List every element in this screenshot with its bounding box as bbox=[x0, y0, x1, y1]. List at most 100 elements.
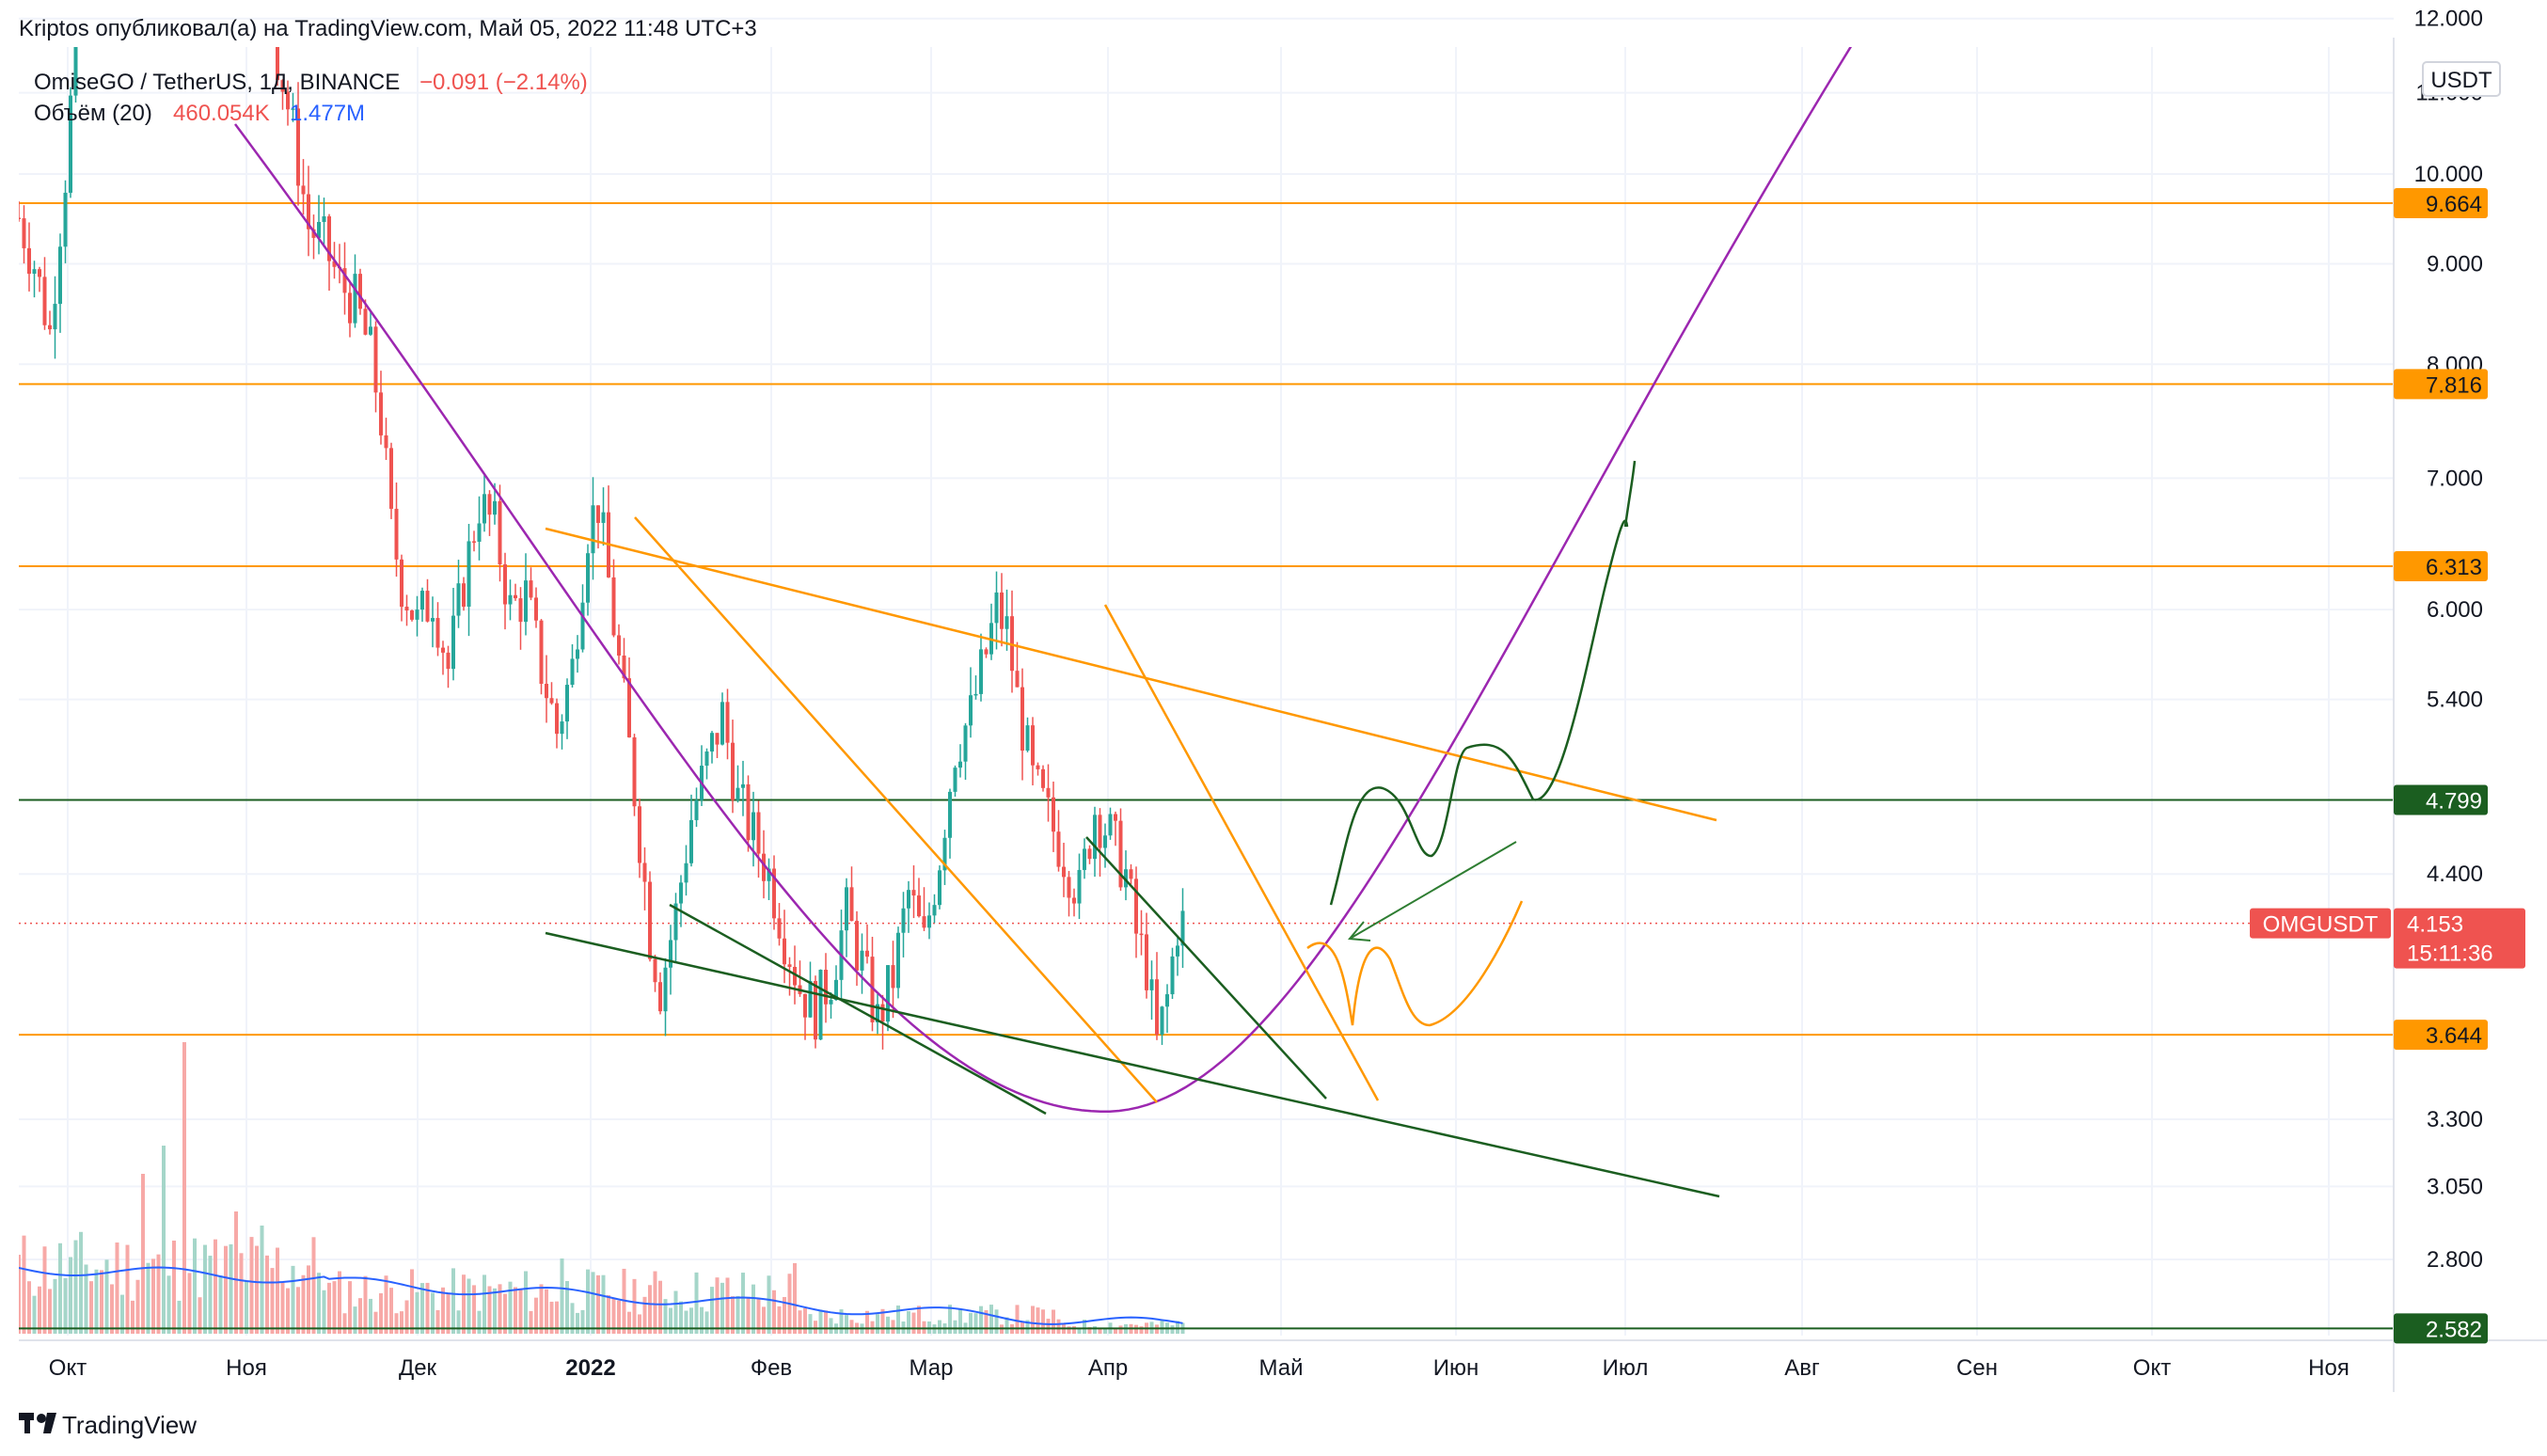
volume-bar bbox=[151, 1258, 155, 1334]
candle-body bbox=[1180, 910, 1185, 946]
volume-bar bbox=[94, 1269, 99, 1334]
candle-body bbox=[829, 1000, 833, 1005]
currency-box[interactable] bbox=[2422, 61, 2501, 97]
candle-body bbox=[456, 583, 461, 616]
volume-bar bbox=[115, 1242, 119, 1334]
volume-bar bbox=[410, 1269, 414, 1334]
volume-bar bbox=[58, 1242, 62, 1334]
candle-body bbox=[1062, 866, 1066, 878]
legend-volume-label: Объём (20) bbox=[34, 101, 152, 126]
volume-bar bbox=[301, 1274, 306, 1334]
candle-body bbox=[1072, 897, 1076, 904]
volume-bar bbox=[653, 1271, 657, 1334]
candle-body bbox=[379, 392, 383, 435]
volume-bar bbox=[865, 1310, 869, 1334]
volume-bar bbox=[803, 1307, 807, 1334]
candle-body bbox=[1145, 934, 1148, 990]
volume-bar bbox=[596, 1274, 600, 1334]
volume-bar bbox=[586, 1269, 590, 1334]
legend-volume-value: 460.054K bbox=[173, 101, 270, 126]
volume-bar bbox=[607, 1294, 610, 1334]
volume-bar bbox=[435, 1309, 440, 1334]
volume-bar bbox=[549, 1301, 554, 1334]
volume-bar bbox=[120, 1294, 124, 1334]
volume-bar bbox=[534, 1297, 538, 1334]
candle-body bbox=[787, 964, 792, 967]
price-axis[interactable]: 14.00012.00011.00010.0009.0008.0007.0006… bbox=[2393, 0, 2501, 1392]
volume-bar bbox=[379, 1292, 383, 1334]
volume-bar bbox=[989, 1305, 993, 1334]
candle-body bbox=[539, 620, 544, 685]
falling-resistance-line bbox=[545, 527, 1717, 822]
volume-bar bbox=[824, 1310, 828, 1334]
candle-body bbox=[704, 751, 709, 767]
volume-bar bbox=[493, 1288, 497, 1334]
support-line-3 bbox=[1085, 836, 1327, 1100]
volume-bar bbox=[969, 1312, 973, 1334]
volume-bar bbox=[462, 1274, 466, 1334]
candle-body bbox=[483, 494, 486, 524]
candle-body bbox=[503, 564, 507, 605]
candle-body bbox=[586, 553, 590, 603]
volume-bar bbox=[886, 1316, 890, 1334]
time-axis[interactable]: Окт Ноя Дек 2022 Фев Мар Апр Май Июн Июл Авг Сен Окт… bbox=[19, 1339, 2547, 1381]
volume-bar bbox=[565, 1280, 569, 1334]
volume-bar bbox=[911, 1312, 916, 1334]
candle-body bbox=[1170, 956, 1175, 995]
volume-bar bbox=[208, 1256, 213, 1334]
candle-body bbox=[1010, 616, 1014, 672]
candle-body bbox=[922, 916, 926, 928]
volume-bar bbox=[845, 1315, 848, 1334]
candle-body bbox=[814, 980, 817, 1040]
candle-body bbox=[53, 304, 57, 330]
volume-bar bbox=[53, 1278, 57, 1334]
volume-bar bbox=[84, 1264, 88, 1334]
candle-body bbox=[772, 868, 776, 919]
candle-body bbox=[942, 837, 947, 871]
candle-body bbox=[1036, 765, 1040, 769]
price-tick-label: 6.000 bbox=[2427, 597, 2483, 623]
candle-body bbox=[1052, 797, 1055, 832]
volume-bar bbox=[896, 1306, 900, 1334]
candle-body bbox=[1093, 815, 1097, 860]
candle-body bbox=[389, 448, 393, 509]
candle-body bbox=[1087, 848, 1092, 860]
level-tag-label: 7.816 bbox=[2426, 372, 2482, 398]
volume-bar bbox=[332, 1281, 337, 1334]
volume-bar bbox=[338, 1271, 341, 1334]
level-tag bbox=[2394, 1020, 2488, 1051]
candle-body bbox=[648, 881, 652, 959]
volume-bar bbox=[922, 1321, 926, 1334]
volume-bar bbox=[658, 1280, 662, 1334]
text-labels: Kriptos опубликовал(а) на TradingView.co… bbox=[19, 16, 757, 1439]
volume-bar bbox=[514, 1287, 517, 1334]
candle-body bbox=[1118, 820, 1123, 888]
volume-bar bbox=[741, 1273, 745, 1334]
volume-bar bbox=[704, 1311, 709, 1334]
candle-body bbox=[984, 649, 989, 655]
support-line-2 bbox=[669, 903, 1047, 1116]
price-tick-label: 2.800 bbox=[2427, 1247, 2483, 1273]
volume-bar bbox=[239, 1253, 244, 1334]
candle-body bbox=[777, 918, 782, 939]
candle-body bbox=[431, 618, 435, 622]
time-tick-label: Ноя bbox=[226, 1355, 267, 1381]
volume-bar bbox=[477, 1310, 482, 1334]
volume-bar bbox=[1052, 1309, 1055, 1334]
volume-bar bbox=[100, 1270, 103, 1334]
candle-body bbox=[358, 274, 362, 309]
level-tag-label: 2.582 bbox=[2426, 1317, 2482, 1342]
time-tick-label: Сен bbox=[1956, 1355, 1998, 1381]
volume-bar bbox=[131, 1300, 134, 1334]
volume-bar bbox=[917, 1306, 921, 1334]
volume-bar bbox=[576, 1312, 579, 1334]
volume-bar bbox=[483, 1274, 486, 1334]
volume-bar bbox=[570, 1303, 575, 1334]
volume-bar bbox=[849, 1320, 854, 1334]
brand-name: TradingView bbox=[62, 1411, 197, 1439]
candle-body bbox=[549, 698, 554, 704]
candle-body bbox=[1015, 671, 1020, 688]
candle-body bbox=[901, 908, 906, 933]
volume-bar bbox=[731, 1296, 735, 1334]
